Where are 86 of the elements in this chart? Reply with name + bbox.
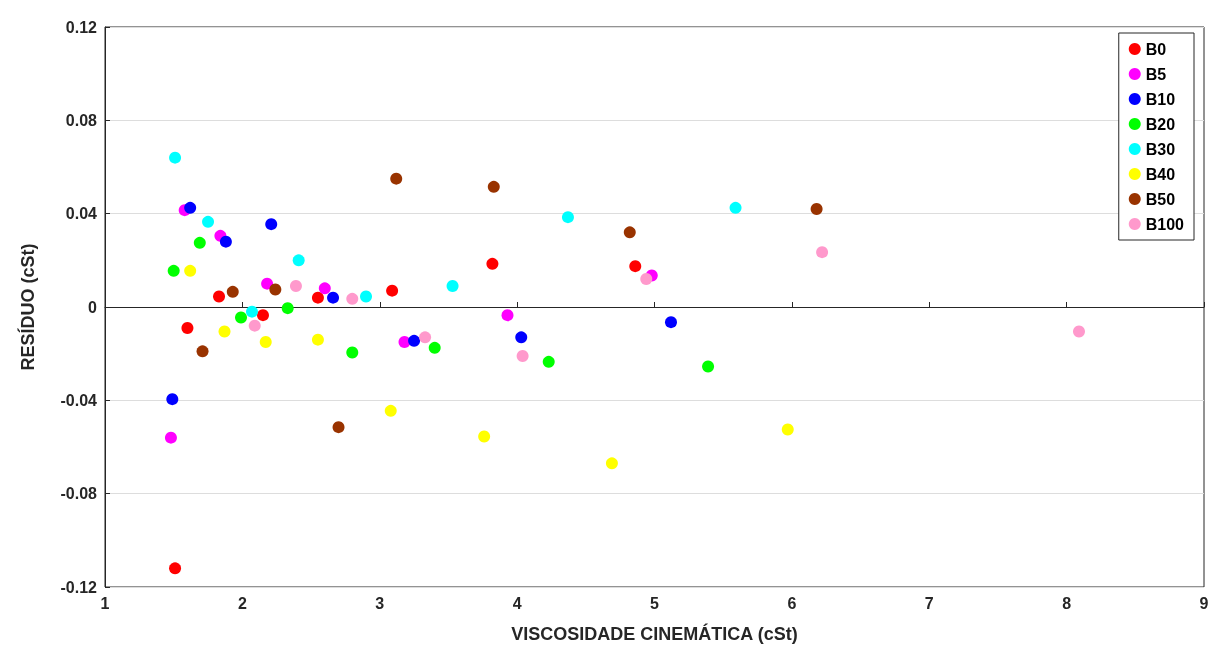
point [292,254,305,267]
point [729,201,742,214]
point [446,280,459,292]
point [246,305,258,318]
point [226,285,239,298]
legend-label: B40 [1145,165,1176,183]
point [501,309,514,322]
point [487,180,500,193]
x-tick-label: 2 [237,594,247,612]
x-tick-label: 9 [1199,594,1209,612]
point [196,345,209,358]
point [169,151,182,164]
point [184,264,197,277]
point [265,218,278,231]
x-tick-label: 6 [787,594,797,612]
point [360,290,373,303]
point [332,421,345,434]
point [478,430,491,443]
y-tick-label: 0.08 [65,111,98,129]
point [605,457,618,470]
legend-label: B10 [1145,90,1176,108]
point [781,423,794,436]
point [248,319,261,332]
point [261,277,274,290]
point [561,211,574,224]
point [259,336,272,348]
point [640,273,653,285]
x-tick-label: 8 [1062,594,1072,612]
y-tick-label: -0.08 [60,485,98,503]
point [181,322,194,334]
point [629,260,642,273]
point [327,291,340,304]
x-tick-label: 1 [100,594,110,612]
point [1073,325,1085,338]
legend-label: B5 [1145,65,1167,83]
point [665,316,677,329]
x-tick-label: 7 [924,594,934,612]
x-tick-label: 5 [650,594,660,612]
point [193,236,206,249]
legend-label: B0 [1145,40,1167,58]
point [419,331,432,344]
y-axis-title: RESÍDUO (cSt) [17,243,38,371]
point [166,393,179,406]
point [311,291,324,304]
y-tick-label: 0 [88,298,98,316]
point [516,350,529,362]
x-tick-label: 3 [375,594,385,612]
x-axis-title: VISCOSIDADE CINEMÁTICA (cSt) [511,623,798,644]
legend-label: B100 [1145,215,1185,233]
point [390,172,403,185]
point [311,333,324,346]
point [623,226,636,239]
point [702,360,715,373]
legend-label: B50 [1145,190,1176,208]
point [164,431,177,444]
point [318,282,331,295]
point [816,246,829,259]
y-tick-label: 0.04 [65,205,98,223]
point [486,257,499,270]
y-tick-label: -0.12 [60,578,98,596]
point [281,302,294,315]
y-tick-label: 0.12 [65,18,98,36]
point [810,203,823,215]
point [408,334,421,347]
point [386,284,399,297]
point [515,331,528,344]
point [542,355,555,368]
x-tick-label: 4 [512,594,522,612]
point [346,346,359,359]
point [428,341,441,354]
point [256,309,269,322]
legend-label: B20 [1145,115,1176,133]
point [235,311,247,324]
y-tick-label: -0.04 [60,391,98,409]
point [218,325,231,338]
legend-label: B30 [1145,140,1176,158]
point [202,215,215,228]
point [184,201,197,214]
point [219,235,232,248]
point [346,292,359,305]
point [167,264,180,277]
point [169,562,182,575]
point [384,404,397,417]
point [269,283,282,296]
point [213,290,226,303]
point [289,280,302,292]
